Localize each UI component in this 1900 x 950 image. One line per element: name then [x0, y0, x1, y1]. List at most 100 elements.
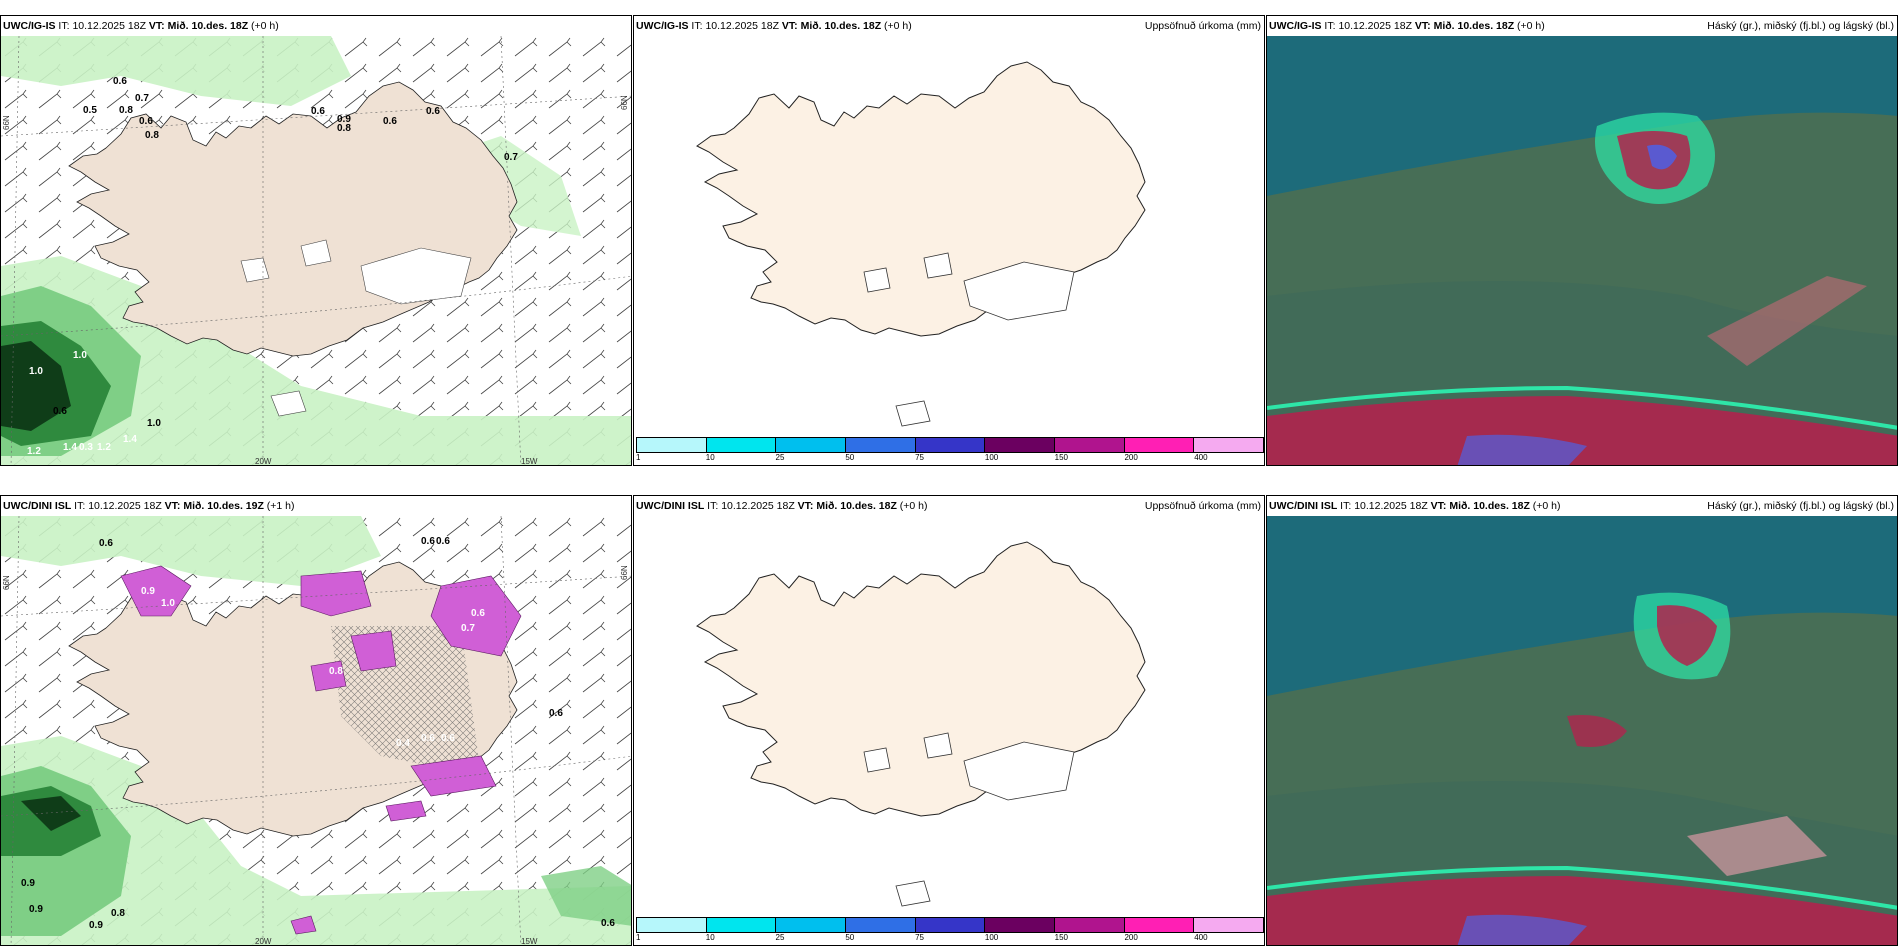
colorbar: 1 10 25 50 75 100 150 200 400	[636, 437, 1264, 463]
colorbar-tick: 1	[636, 453, 641, 462]
colorbar-tick: 50	[845, 453, 855, 462]
value-label: 0.6	[421, 536, 435, 547]
value-label: 1.2	[97, 442, 111, 453]
precip-map[interactable]	[634, 36, 1264, 465]
value-label: 0.9	[141, 586, 155, 597]
value-label: 0.6	[311, 106, 325, 117]
lat-label: 66N	[620, 95, 629, 110]
panel-title: Háský (gr.), miðský (fj.bl.) og lágský (…	[1707, 500, 1894, 512]
value-label: 0.8	[145, 130, 159, 141]
value-label: 0.6	[113, 76, 127, 87]
value-label: 0.6	[601, 918, 615, 929]
precip-map[interactable]	[634, 516, 1264, 945]
colorbar-swatch	[1055, 438, 1125, 452]
panel-header: UWC/IG-IS IT: 10.12.2025 18Z VT: Mið. 10…	[1, 16, 631, 36]
colorbar-tick: 150	[1054, 453, 1069, 462]
panel-header: UWC/IG-IS IT: 10.12.2025 18Z VT: Mið. 10…	[1267, 16, 1897, 36]
colorbar-swatch	[985, 918, 1056, 932]
colorbar-tick: 150	[1054, 933, 1069, 942]
colorbar-tick: 75	[915, 933, 925, 942]
colorbar-tick: 25	[775, 933, 785, 942]
value-label: 0.5	[83, 105, 97, 116]
value-label: 0.6	[441, 733, 455, 744]
cloud-map[interactable]	[1267, 516, 1897, 945]
colorbar: 1 10 25 50 75 100 150 200 400	[636, 917, 1264, 943]
panel-title: Uppsöfnuð úrkoma (mm)	[1144, 20, 1261, 32]
lat-label: 66N	[620, 565, 629, 580]
lon-label: 20W	[255, 457, 272, 466]
value-label: 0.8	[111, 908, 125, 919]
colorbar-swatch	[1124, 438, 1195, 452]
lat-label: 66N	[2, 575, 11, 590]
colorbar-swatch	[915, 438, 986, 452]
colorbar-tick: 100	[984, 453, 999, 462]
panel-header: UWC/IG-IS IT: 10.12.2025 18Z VT: Mið. 10…	[634, 16, 1264, 36]
value-label: 0.9	[337, 114, 351, 125]
colorbar-swatch	[637, 918, 707, 932]
colorbar-swatch	[985, 438, 1056, 452]
value-label: 0.6	[426, 106, 440, 117]
lon-label: 15W	[521, 457, 538, 466]
colorbar-swatch	[846, 918, 916, 932]
value-label: 0.7	[461, 623, 475, 634]
panel-top-left: UWC/IG-IS IT: 10.12.2025 18Z VT: Mið. 10…	[0, 15, 632, 466]
value-label: 0.9	[21, 878, 35, 889]
value-label: 0.8	[329, 666, 343, 677]
lon-label: 15W	[521, 937, 538, 946]
panel-bottom-middle: UWC/DINI ISL IT: 10.12.2025 18Z VT: Mið.…	[633, 495, 1265, 946]
value-label: 1.0	[29, 366, 43, 377]
value-label: 0.6	[53, 406, 67, 417]
value-label: 1.0	[73, 350, 87, 361]
cloud-map[interactable]	[1267, 36, 1897, 465]
value-label: 0.6	[383, 116, 397, 127]
value-label: 0.7	[135, 93, 149, 104]
colorbar-tick: 10	[705, 933, 715, 942]
value-label: 1.4	[123, 434, 137, 445]
lat-label: 66N	[2, 115, 11, 130]
value-label: 0.6	[549, 708, 563, 719]
colorbar-swatch	[776, 918, 847, 932]
colorbar-tick: 25	[775, 453, 785, 462]
wind-map[interactable]: 66N 66N 20W 15W 0.6 0.7 0.5 0.8 0.6 0.8 …	[1, 36, 631, 466]
value-label: 1.0	[161, 598, 175, 609]
colorbar-swatch	[915, 918, 986, 932]
colorbar-swatch	[706, 918, 777, 932]
colorbar-swatch	[776, 438, 847, 452]
value-label: 0.4	[396, 738, 410, 749]
colorbar-tick: 1	[636, 933, 641, 942]
colorbar-tick: 50	[845, 933, 855, 942]
panel-title: Háský (gr.), miðský (fj.bl.) og lágský (…	[1707, 20, 1894, 32]
colorbar-swatch	[1194, 918, 1264, 932]
colorbar-swatch	[1055, 918, 1125, 932]
panel-top-right: UWC/IG-IS IT: 10.12.2025 18Z VT: Mið. 10…	[1266, 15, 1898, 466]
value-label: 0.6	[139, 116, 153, 127]
colorbar-tick: 200	[1124, 453, 1138, 462]
colorbar-tick: 75	[915, 453, 925, 462]
value-label: 1.0	[147, 418, 161, 429]
value-label: 1.4	[63, 442, 77, 453]
wind-map[interactable]: 66N 66N 20W 15W 0.9 0.8 0.6 0.6 0.9 0.9 …	[1, 516, 631, 946]
colorbar-tick: 400	[1194, 453, 1208, 462]
colorbar-swatch	[1194, 438, 1264, 452]
lon-label: 20W	[255, 937, 272, 946]
panel-header: UWC/DINI ISL IT: 10.12.2025 18Z VT: Mið.…	[1, 496, 631, 516]
panel-top-middle: UWC/IG-IS IT: 10.12.2025 18Z VT: Mið. 10…	[633, 15, 1265, 466]
panel-header: UWC/DINI ISL IT: 10.12.2025 18Z VT: Mið.…	[1267, 496, 1897, 516]
value-label: 0.6	[436, 536, 450, 547]
value-label: 0.6	[99, 538, 113, 549]
value-label: 0.9	[29, 904, 43, 915]
panel-title: Uppsöfnuð úrkoma (mm)	[1144, 500, 1261, 512]
value-label: 0.8	[119, 105, 133, 116]
colorbar-tick: 10	[705, 453, 715, 462]
colorbar-swatch	[1124, 918, 1195, 932]
colorbar-tick: 200	[1124, 933, 1138, 942]
panel-header: UWC/DINI ISL IT: 10.12.2025 18Z VT: Mið.…	[634, 496, 1264, 516]
panel-bottom-right: UWC/DINI ISL IT: 10.12.2025 18Z VT: Mið.…	[1266, 495, 1898, 946]
value-label: 0.8	[337, 123, 351, 134]
colorbar-swatch	[706, 438, 777, 452]
value-label: 0.7	[504, 152, 518, 163]
colorbar-tick: 100	[984, 933, 999, 942]
colorbar-swatch	[637, 438, 707, 452]
colorbar-tick: 400	[1194, 933, 1208, 942]
value-label: 0.3	[79, 442, 93, 453]
